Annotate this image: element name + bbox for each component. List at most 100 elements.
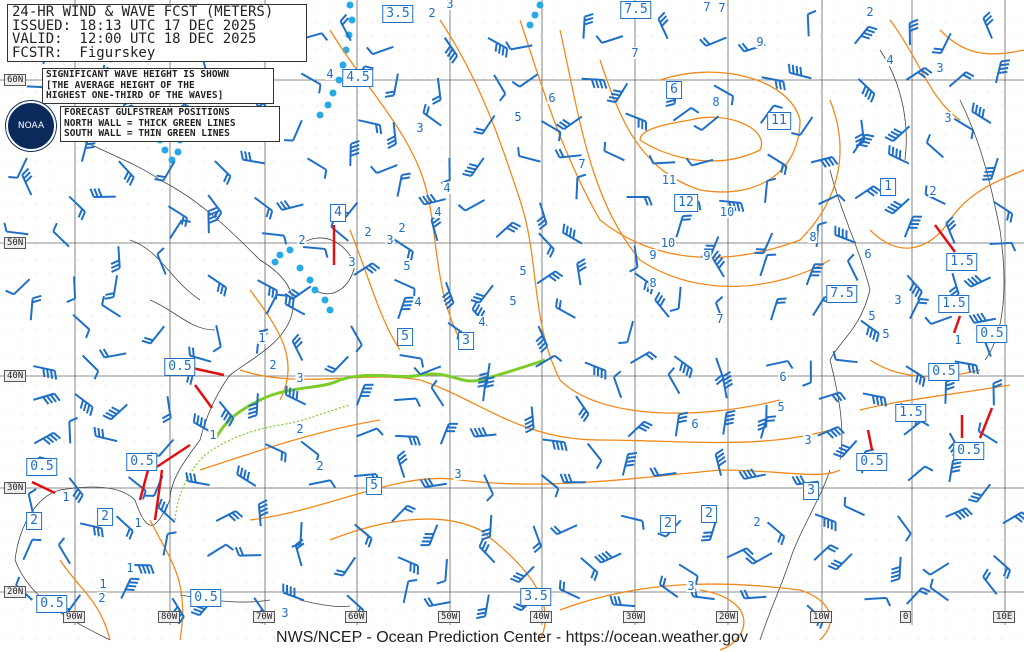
map-mark <box>749 161 751 163</box>
map-mark <box>553 399 555 401</box>
map-mark <box>63 637 65 639</box>
wind-barb <box>555 298 576 319</box>
map-mark <box>343 343 345 345</box>
map-mark <box>749 301 751 303</box>
map-mark <box>7 427 9 429</box>
map-mark <box>623 147 625 149</box>
map-mark <box>959 105 961 107</box>
map-mark <box>104 296 114 300</box>
map-mark <box>427 385 429 387</box>
map-mark <box>819 371 821 373</box>
map-mark <box>861 399 863 401</box>
map-mark <box>931 273 933 275</box>
map-mark <box>175 637 177 639</box>
map-mark <box>161 357 163 359</box>
map-mark <box>315 609 317 611</box>
map-mark <box>511 343 513 345</box>
map-mark <box>357 217 359 219</box>
map-mark <box>469 399 471 401</box>
map-mark <box>735 21 737 23</box>
map-mark <box>511 539 513 541</box>
map-mark <box>893 128 903 134</box>
map-mark <box>315 63 317 65</box>
map-mark <box>889 245 891 247</box>
map-mark <box>827 564 837 571</box>
map-mark <box>973 119 975 121</box>
map-mark <box>553 175 555 177</box>
map-mark <box>553 105 555 107</box>
ice-dot <box>324 101 332 109</box>
ice-dot <box>296 264 304 272</box>
map-mark <box>63 357 65 359</box>
map-mark <box>609 273 611 275</box>
map-mark <box>777 297 787 301</box>
map-mark <box>861 371 863 373</box>
map-mark <box>973 343 975 345</box>
map-mark <box>633 245 639 268</box>
map-mark <box>267 286 271 296</box>
map-mark <box>189 399 191 401</box>
map-mark <box>777 133 779 135</box>
map-mark <box>665 567 667 569</box>
map-mark <box>567 49 569 51</box>
map-mark <box>357 315 359 317</box>
wind-barb <box>674 411 689 437</box>
map-mark <box>399 287 401 289</box>
map-mark <box>525 581 527 583</box>
map-mark <box>119 385 121 387</box>
map-mark <box>147 189 149 191</box>
map-mark <box>231 385 233 387</box>
map-mark <box>189 472 193 483</box>
map-mark <box>609 119 611 121</box>
map-mark <box>819 609 821 611</box>
map-mark <box>889 357 891 359</box>
map-mark <box>1001 595 1003 597</box>
map-mark <box>245 553 247 555</box>
map-mark <box>889 441 891 443</box>
map-mark <box>406 504 416 511</box>
map-mark <box>648 154 655 164</box>
map-mark <box>685 366 690 376</box>
map-mark <box>485 376 495 381</box>
map-mark <box>818 193 839 206</box>
wind-barb <box>884 198 910 215</box>
map-mark <box>216 282 221 293</box>
map-mark <box>7 357 9 359</box>
map-mark <box>903 287 905 289</box>
map-mark <box>483 525 485 527</box>
map-mark <box>273 483 275 485</box>
map-mark <box>945 427 947 429</box>
map-mark <box>189 375 194 386</box>
map-mark <box>703 531 713 534</box>
map-mark <box>284 453 287 463</box>
map-mark <box>987 21 989 23</box>
map-mark <box>791 497 793 499</box>
map-mark <box>399 567 401 569</box>
map-mark <box>701 115 720 131</box>
map-mark <box>483 105 485 107</box>
map-mark <box>931 35 933 37</box>
map-mark <box>541 120 561 134</box>
map-mark <box>259 315 261 317</box>
map-mark <box>679 637 681 639</box>
map-mark <box>721 175 723 177</box>
map-mark <box>301 77 303 79</box>
map-mark <box>961 509 970 517</box>
map-mark <box>1015 203 1017 205</box>
map-mark <box>861 217 863 219</box>
map-mark <box>707 581 709 583</box>
map-mark <box>763 301 765 303</box>
map-mark <box>398 454 407 462</box>
map-mark <box>497 399 499 401</box>
map-mark <box>329 315 331 317</box>
wind-barb <box>813 544 839 561</box>
map-mark <box>427 175 429 177</box>
map-mark <box>623 91 625 93</box>
map-mark <box>315 175 317 177</box>
map-mark <box>413 175 415 177</box>
map-mark <box>35 567 37 569</box>
map-mark <box>618 341 628 345</box>
map-mark <box>343 189 345 191</box>
map-mark <box>98 349 106 358</box>
wind-barb <box>482 376 495 402</box>
